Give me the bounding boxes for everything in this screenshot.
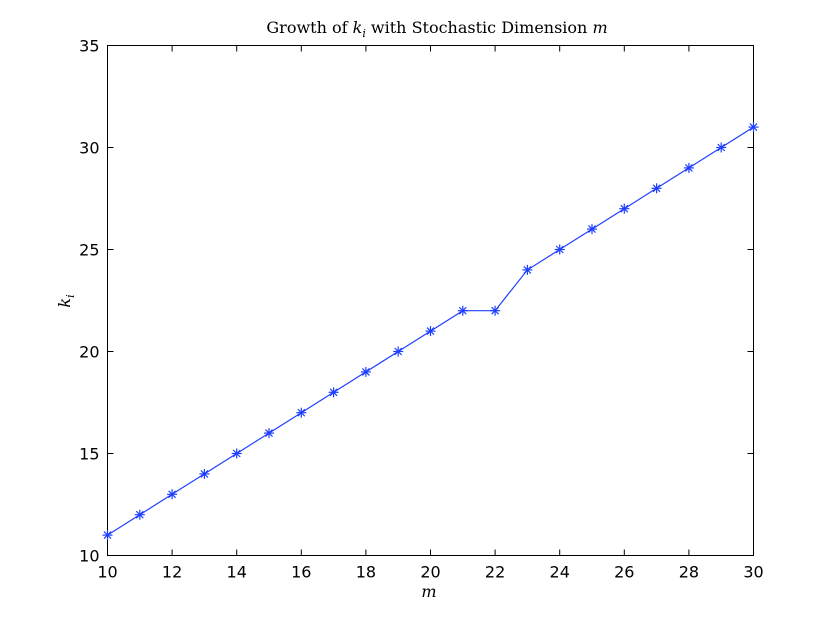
data-point-marker xyxy=(425,326,436,337)
data-point-marker xyxy=(199,468,210,479)
data-point-marker xyxy=(296,407,307,418)
axis-ticks xyxy=(107,45,754,556)
y-tick-label: 35 xyxy=(79,37,99,56)
data-point-marker xyxy=(393,346,404,357)
y-axis-label: ki xyxy=(55,294,77,307)
x-tick-label: 26 xyxy=(614,563,634,582)
x-tick-label: 16 xyxy=(291,563,311,582)
y-tick-label: 15 xyxy=(79,445,99,464)
x-tick-label: 18 xyxy=(356,563,376,582)
y-tick-label: 20 xyxy=(79,343,99,362)
data-point-marker xyxy=(651,183,662,194)
data-point-marker xyxy=(167,489,178,500)
data-point-marker xyxy=(748,122,759,133)
x-tick-label: 28 xyxy=(679,563,699,582)
data-point-marker xyxy=(328,387,339,398)
data-point-marker xyxy=(134,509,145,520)
x-tick-label: 24 xyxy=(550,563,570,582)
x-tick-label: 10 xyxy=(97,563,117,582)
y-tick-label: 10 xyxy=(79,547,99,566)
y-tick-label: 25 xyxy=(79,241,99,260)
chart-title: Growth of ki with Stochastic Dimension m xyxy=(266,18,607,40)
data-point-marker xyxy=(683,162,694,173)
x-tick-label: 12 xyxy=(162,563,182,582)
data-point-marker xyxy=(587,224,597,235)
tick-labels: 10 12 14 16 18 20 22 24 26 28 30 10 15 20 25 30 35 xyxy=(79,37,764,582)
data-point-marker xyxy=(102,530,113,541)
data-point-marker xyxy=(457,305,468,316)
data-point-marker xyxy=(264,428,274,439)
data-point-marker xyxy=(522,264,533,275)
data-point-marker xyxy=(231,448,242,459)
data-point-marker xyxy=(360,366,371,377)
x-tick-label: 22 xyxy=(485,563,505,582)
data-point-marker xyxy=(619,203,630,214)
y-tick-label: 30 xyxy=(79,139,99,158)
x-axis-label: m xyxy=(421,582,436,601)
data-point-marker xyxy=(554,244,565,255)
data-point-marker xyxy=(490,305,501,316)
x-tick-label: 20 xyxy=(420,563,440,582)
x-tick-label: 14 xyxy=(227,563,247,582)
data-point-marker xyxy=(716,142,727,153)
plot-area xyxy=(107,45,754,556)
series-group xyxy=(102,122,759,541)
x-tick-label: 30 xyxy=(743,563,763,582)
